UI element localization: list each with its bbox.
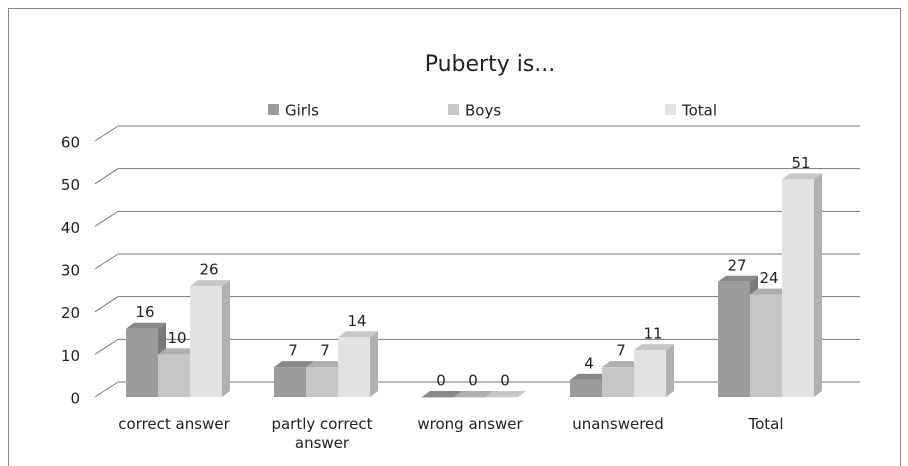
legend-label: Girls — [285, 102, 319, 120]
y-tick-label: 10 — [61, 347, 80, 365]
bar-top — [634, 344, 674, 351]
bar-top — [306, 361, 346, 368]
grid-line — [94, 253, 860, 270]
chart-title: Puberty is... — [425, 52, 556, 77]
chart-border — [8, 8, 901, 466]
y-tick-label: 20 — [61, 304, 80, 322]
y-tick-label: 0 — [70, 390, 80, 408]
bar-top — [158, 348, 198, 355]
data-label: 16 — [135, 303, 154, 321]
grid-line — [94, 168, 860, 185]
x-tick-label: unanswered — [572, 415, 664, 433]
data-label: 27 — [727, 256, 746, 274]
bar-top — [274, 361, 314, 368]
x-tick-label: Total — [748, 415, 784, 433]
bar-top — [602, 361, 642, 368]
bar-top — [486, 391, 526, 397]
legend-swatch — [268, 104, 279, 115]
y-tick-label: 50 — [61, 176, 80, 194]
legend-label: Boys — [465, 102, 501, 120]
bar-side — [666, 344, 674, 397]
data-label: 7 — [616, 342, 626, 360]
bar — [782, 179, 814, 397]
data-label: 0 — [468, 372, 478, 390]
bar-top — [190, 280, 230, 287]
bar-top — [454, 391, 494, 397]
bar — [190, 286, 222, 397]
grid-line — [94, 296, 860, 313]
bar — [274, 367, 306, 397]
bar — [750, 294, 782, 397]
legend-swatch — [448, 104, 459, 115]
legend-label: Total — [681, 102, 717, 120]
y-tick-label: 30 — [61, 262, 80, 280]
data-label: 0 — [436, 372, 446, 390]
data-label: 7 — [320, 342, 330, 360]
grid-line — [94, 338, 860, 355]
x-tick-label: wrong answer — [417, 415, 523, 433]
y-tick-label: 60 — [61, 134, 80, 152]
grid-line — [94, 210, 860, 227]
bar — [422, 397, 454, 398]
bar-side — [222, 280, 230, 397]
bar — [454, 397, 486, 398]
bar-top — [570, 373, 610, 380]
bar — [126, 328, 158, 397]
bar-top — [750, 288, 790, 295]
data-label: 14 — [347, 312, 366, 330]
data-label: 26 — [199, 261, 218, 279]
bar — [570, 379, 602, 397]
data-label: 11 — [643, 325, 662, 343]
data-label: 51 — [791, 154, 810, 172]
legend-swatch — [665, 104, 676, 115]
bar — [158, 354, 190, 397]
data-label: 7 — [288, 342, 298, 360]
bar-top — [422, 391, 462, 397]
data-label: 10 — [167, 329, 186, 347]
data-label: 4 — [584, 354, 594, 372]
bar — [486, 397, 518, 398]
grid-line — [94, 125, 860, 142]
data-label: 24 — [759, 269, 778, 287]
x-tick-label: correct answer — [118, 415, 230, 433]
bar-top — [338, 331, 378, 338]
bar-side — [814, 173, 822, 397]
x-tick-label: partly correct answer — [271, 415, 373, 452]
bar-top — [718, 275, 758, 282]
bar-top — [126, 322, 166, 329]
bar — [306, 367, 338, 397]
data-label: 0 — [500, 372, 510, 390]
y-tick-label: 40 — [61, 219, 80, 237]
bar — [718, 281, 750, 397]
bar-side — [370, 331, 378, 397]
bar — [338, 337, 370, 397]
bar — [602, 367, 634, 397]
bar-top — [782, 173, 822, 180]
bar — [634, 350, 666, 397]
